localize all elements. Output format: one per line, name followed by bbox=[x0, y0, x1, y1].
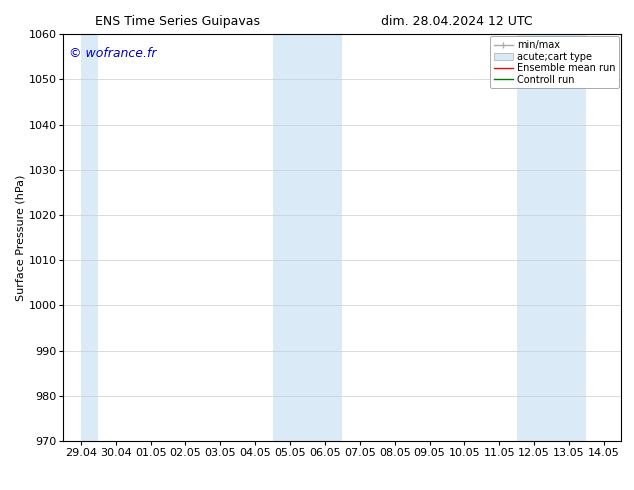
Bar bbox=[517, 34, 586, 441]
Y-axis label: Surface Pressure (hPa): Surface Pressure (hPa) bbox=[16, 174, 25, 301]
Text: ENS Time Series Guipavas: ENS Time Series Guipavas bbox=[95, 15, 260, 28]
Text: dim. 28.04.2024 12 UTC: dim. 28.04.2024 12 UTC bbox=[380, 15, 533, 28]
Bar bbox=[81, 34, 98, 441]
Text: © wofrance.fr: © wofrance.fr bbox=[69, 47, 157, 59]
Bar bbox=[273, 34, 342, 441]
Legend: min/max, acute;cart type, Ensemble mean run, Controll run: min/max, acute;cart type, Ensemble mean … bbox=[489, 36, 619, 88]
